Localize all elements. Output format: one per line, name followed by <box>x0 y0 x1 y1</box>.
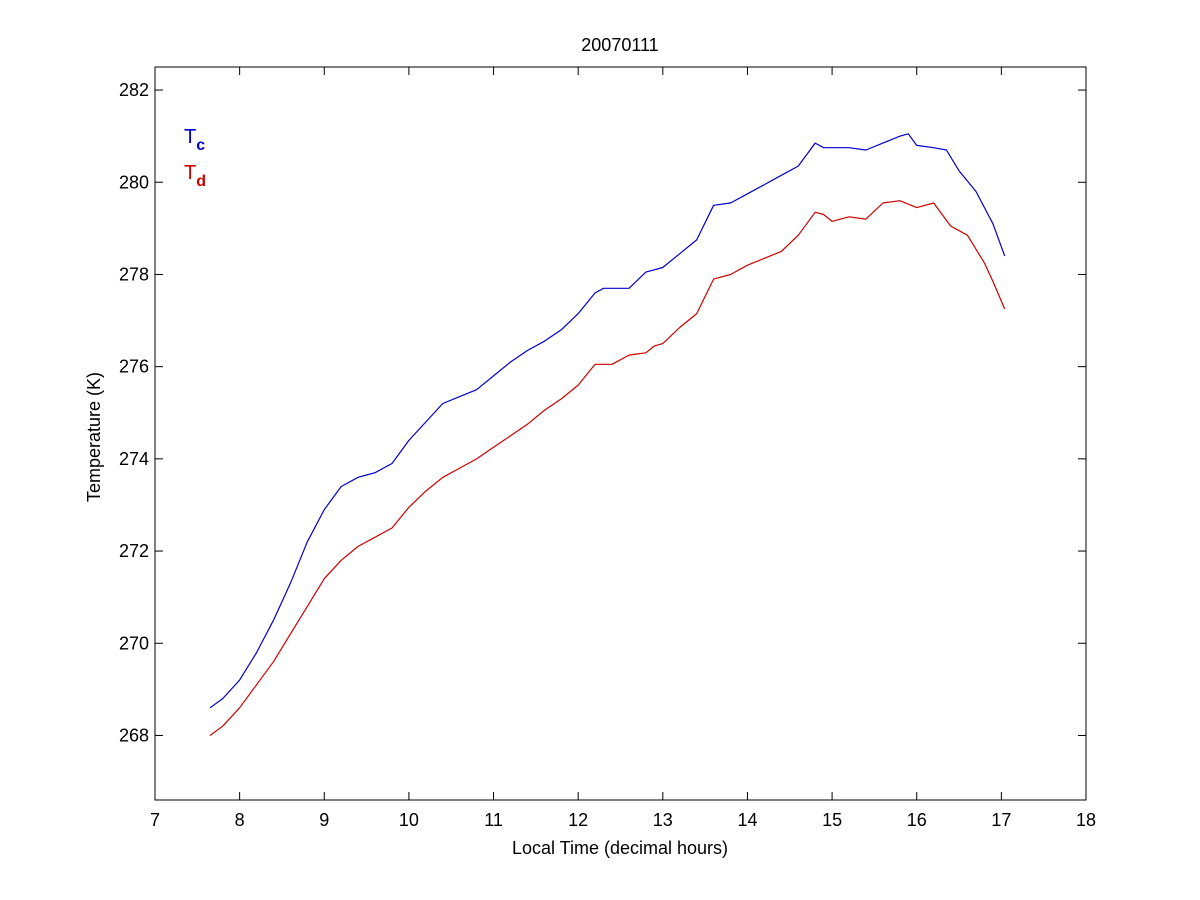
x-tick-label: 18 <box>1076 810 1096 830</box>
y-axis-label: Temperature (K) <box>84 372 104 502</box>
chart-title: 20070111 <box>581 35 658 55</box>
plot-frame <box>154 66 1087 801</box>
y-tick-label: 278 <box>119 264 149 284</box>
y-tick-label: 276 <box>119 357 149 377</box>
y-tick-label: 270 <box>119 633 149 653</box>
y-tick-label: 280 <box>119 172 149 192</box>
series-lines <box>209 133 1006 736</box>
legend-entry-1: Td <box>184 162 206 190</box>
x-tick-label: 8 <box>235 810 245 830</box>
x-tick-label: 7 <box>150 810 160 830</box>
x-tick-label: 9 <box>319 810 329 830</box>
legend-entry-0: Tc <box>184 126 205 154</box>
x-tick-label: 16 <box>907 810 927 830</box>
y-tick-label: 272 <box>119 541 149 561</box>
x-tick-label: 13 <box>653 810 673 830</box>
axis-ticks: 7 8 9 10 11 12 13 14 15 16 17 18 268 270 272 274 276 278 2… <box>119 67 1096 830</box>
y-tick-label: 282 <box>119 80 149 100</box>
legend-entry-base: T <box>184 162 196 184</box>
legend-entry-subscript: d <box>196 173 206 190</box>
y-tick-label: 274 <box>119 449 149 469</box>
series-line-0 <box>209 133 1006 709</box>
x-tick-label: 17 <box>991 810 1011 830</box>
x-tick-label: 11 <box>484 810 503 830</box>
x-tick-label: 12 <box>568 810 588 830</box>
x-tick-label: 14 <box>737 810 757 830</box>
x-tick-label: 10 <box>399 810 419 830</box>
legend-entry-subscript: c <box>196 137 205 154</box>
legend-entry-base: T <box>184 126 196 148</box>
series-line-1 <box>209 200 1006 736</box>
x-axis-label: Local Time (decimal hours) <box>512 838 728 858</box>
y-tick-label: 268 <box>119 725 149 745</box>
x-tick-label: 15 <box>822 810 842 830</box>
